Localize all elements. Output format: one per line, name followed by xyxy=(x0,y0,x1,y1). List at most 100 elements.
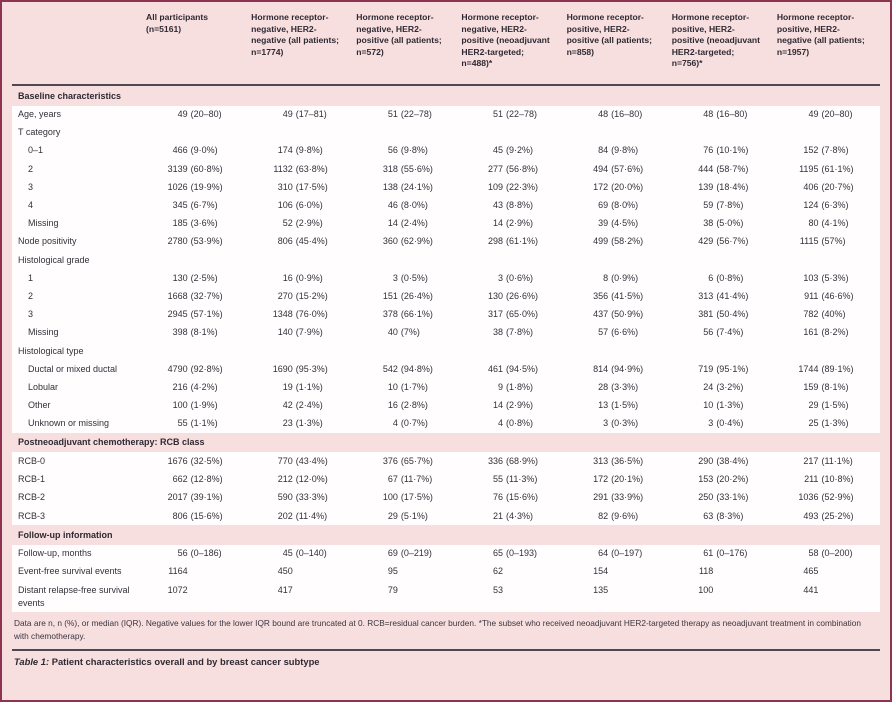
data-cell: 493 (25·2%) xyxy=(775,510,880,523)
cell-parenthetical: (8·2%) xyxy=(821,327,849,338)
column-header: Hormone receptor-negative, HER2-negative… xyxy=(251,12,340,57)
cell-number: 154 xyxy=(593,566,609,577)
cell-number: 45 xyxy=(282,548,293,559)
cell-number: 124 xyxy=(803,200,819,211)
data-cell: 336 (68·9%) xyxy=(459,455,564,468)
caption-rule xyxy=(12,649,880,651)
cell-number: 46 xyxy=(387,200,398,211)
cell-number: 118 xyxy=(698,566,714,577)
cell-parenthetical: (65·0%) xyxy=(506,309,539,320)
data-cell: 461 (94·5%) xyxy=(459,363,564,376)
cell-number: 1668 xyxy=(167,290,188,301)
data-cell: 118 xyxy=(670,565,775,578)
cell-parenthetical: (52·9%) xyxy=(821,492,854,503)
data-cell: 2780 (53·9%) xyxy=(144,235,249,248)
cell-parenthetical: (61·1%) xyxy=(821,163,854,174)
cell-number: 10 xyxy=(387,381,398,392)
cell-number: 65 xyxy=(493,548,504,559)
cell-number: 450 xyxy=(277,566,293,577)
cell-parenthetical: (2·8%) xyxy=(400,400,428,411)
cell-number: 356 xyxy=(593,290,609,301)
cell-number: 14 xyxy=(493,400,504,411)
column-header: All participants (n=5161) xyxy=(146,12,209,34)
data-cell: 806 (45·4%) xyxy=(249,235,354,248)
data-cell: 140 (7·9%) xyxy=(249,326,354,339)
cell-parenthetical: (6·6%) xyxy=(611,327,639,338)
cell-number: 3 xyxy=(708,418,714,429)
data-cell: 911 (46·6%) xyxy=(775,290,880,303)
cell-parenthetical: (5·1%) xyxy=(400,510,428,521)
data-cell: 65 (0–193) xyxy=(459,547,564,560)
table-column-headers: All participants (n=5161) Hormone recepto… xyxy=(12,10,880,84)
data-cell: 1115 (57%) xyxy=(775,235,880,248)
row-label: Node positivity xyxy=(18,236,77,247)
cell-parenthetical: (7·8%) xyxy=(716,200,744,211)
data-cell: 3 (0·5%) xyxy=(354,272,459,285)
cell-parenthetical: (53·9%) xyxy=(190,236,223,247)
data-cell: 58 (0–200) xyxy=(775,547,880,560)
cell-parenthetical: (20·1%) xyxy=(611,474,644,485)
data-cell: 1132 (63·8%) xyxy=(249,163,354,176)
cell-number: 493 xyxy=(803,510,819,521)
data-cell: 6 (0·8%) xyxy=(670,272,775,285)
data-cell: 159 (8·1%) xyxy=(775,381,880,394)
row-label: Histological type xyxy=(18,345,84,356)
data-cell: 161 (8·2%) xyxy=(775,326,880,339)
cell-parenthetical: (32·5%) xyxy=(190,455,223,466)
data-cell: 100 (1·9%) xyxy=(144,399,249,412)
cell-number: 2017 xyxy=(167,492,188,503)
table-row: 1 130 (2·5%) 16 (0·9%) 3 (0·5%) 3 (0·6%) 8 (0·9%) 6… xyxy=(12,269,880,287)
cell-parenthetical: (8·8%) xyxy=(506,200,534,211)
cell-parenthetical: (6·3%) xyxy=(821,200,849,211)
data-cell: 48 (16–80) xyxy=(670,108,775,121)
table-caption: Table 1: Patient characteristics overall… xyxy=(12,651,880,671)
data-cell: 1164 xyxy=(144,565,249,578)
row-label: Ductal or mixed ductal xyxy=(28,363,118,374)
section-header: Postneoadjuvant chemotherapy: RCB class xyxy=(12,432,880,453)
data-cell: 212 (12·0%) xyxy=(249,473,354,486)
cell-parenthetical: (22·3%) xyxy=(506,181,539,192)
cell-number: 38 xyxy=(493,327,504,338)
data-cell: 124 (6·3%) xyxy=(775,199,880,212)
cell-number: 542 xyxy=(382,363,398,374)
cell-parenthetical: (20–80) xyxy=(821,109,853,120)
cell-parenthetical: (26·6%) xyxy=(506,290,539,301)
cell-parenthetical: (3·2%) xyxy=(716,381,744,392)
cell-number: 67 xyxy=(387,474,398,485)
data-cell: 444 (58·7%) xyxy=(670,163,775,176)
cell-parenthetical: (1·3%) xyxy=(295,418,323,429)
cell-number: 29 xyxy=(387,510,398,521)
caption-label: Table 1: xyxy=(14,655,50,667)
cell-parenthetical: (61·1%) xyxy=(506,236,539,247)
cell-parenthetical: (7·9%) xyxy=(295,327,323,338)
cell-parenthetical: (0–200) xyxy=(821,548,853,559)
row-label: Distant relapse-free survival events xyxy=(18,584,130,608)
cell-parenthetical: (4·1%) xyxy=(821,218,849,229)
cell-parenthetical: (15·6%) xyxy=(190,510,223,521)
cell-parenthetical: (6·7%) xyxy=(190,200,218,211)
data-cell: 100 xyxy=(670,584,775,597)
cell-number: 48 xyxy=(598,109,609,120)
cell-parenthetical: (89·1%) xyxy=(821,363,854,374)
cell-parenthetical: (7·8%) xyxy=(821,145,849,156)
cell-parenthetical: (10·8%) xyxy=(821,474,854,485)
cell-parenthetical: (55·6%) xyxy=(400,163,433,174)
data-cell: 172 (20·0%) xyxy=(565,181,670,194)
data-cell: 313 (41·4%) xyxy=(670,290,775,303)
table-row: Age, years 49 (20–80) 49 (17–81) 51 (22–78) 51(… xyxy=(12,106,880,124)
cell-number: 76 xyxy=(703,145,714,156)
data-cell: 4 (0·7%) xyxy=(354,417,459,430)
cell-parenthetical: (7%) xyxy=(400,327,420,338)
row-label: Missing xyxy=(28,327,59,338)
row-label: 4 xyxy=(28,200,34,211)
cell-parenthetical: (8·0%) xyxy=(400,200,428,211)
cell-number: 1115 xyxy=(799,236,819,247)
column-header: Hormone receptor-positive, HER2-positive… xyxy=(671,12,761,68)
table-row: 0–1 466 (9·0%) 174 (9·8%) 56 (9·8%) 45 (9·2%) 84(… xyxy=(12,142,880,160)
cell-number: 318 xyxy=(382,163,398,174)
cell-parenthetical: (20·2%) xyxy=(716,474,749,485)
data-cell: 62 xyxy=(459,565,564,578)
cell-number: 51 xyxy=(387,109,398,120)
cell-parenthetical: (58·7%) xyxy=(716,163,749,174)
cell-number: 45 xyxy=(493,145,504,156)
